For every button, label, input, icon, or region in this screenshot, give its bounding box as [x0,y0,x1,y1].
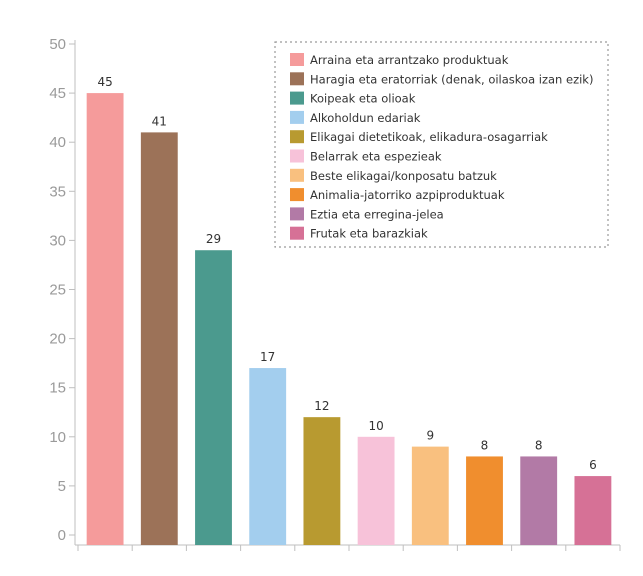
bar-value-label: 10 [368,419,383,433]
legend-swatch [290,91,304,105]
bar [574,476,612,545]
bar [520,456,558,545]
bar [411,446,449,545]
bar-value-label: 17 [260,350,275,364]
bars: 45 41 29 17 12 10 9 8 8 6 [86,75,612,545]
y-tick-label: 45 [49,85,66,102]
y-tick-label: 10 [49,429,66,446]
legend-swatch [290,168,304,182]
legend-swatch [290,149,304,163]
legend-label: Eztia eta erregina-jelea [310,207,444,221]
bar-value-label: 12 [314,399,329,413]
y-tick-label: 40 [49,134,66,151]
y-tick-label: 35 [49,183,66,200]
legend-swatch [290,226,304,240]
y-tick-label: 25 [49,282,66,299]
legend-label: Alkoholdun edariak [310,111,421,125]
legend-label: Koipeak eta olioak [310,92,416,106]
legend-swatch [290,207,304,221]
legend-label: Animalia-jatorriko azpiproduktuak [310,188,505,202]
y-tick-label: 0 [58,527,66,544]
bar [86,93,124,545]
legend: Arraina eta arrantzako produktuak Haragia… [274,41,609,248]
y-tick-label: 30 [49,232,66,249]
legend-label: Belarrak eta espezieak [310,150,442,164]
bar-value-label: 8 [535,438,543,452]
bar [249,368,287,545]
y-tick-label: 15 [49,380,66,397]
bar-value-label: 8 [481,438,489,452]
bar [140,132,178,545]
bar [357,436,395,545]
bar-value-label: 29 [206,232,221,246]
bar-value-label: 6 [589,458,597,472]
y-tick-label: 5 [58,478,66,495]
legend-swatch [290,188,304,202]
bar [466,456,503,545]
legend-swatch [290,53,304,66]
legend-swatch [290,110,304,124]
bar [195,250,232,545]
x-axis-ticks [77,545,621,551]
legend-swatch [290,130,304,144]
legend-label: Haragia eta eratorriak (denak, oilaskoa … [310,72,593,86]
bar-value-label: 41 [152,114,167,128]
legend-label: Beste elikagai/konposatu batzuk [310,169,497,183]
legend-label: Elikagai dietetikoak, elikadura-osagarri… [310,130,548,144]
y-tick-label: 20 [49,331,66,348]
legend-label: Arraina eta arrantzako produktuak [310,53,509,67]
y-axis-ticks: 0 5 10 15 20 25 30 35 40 45 50 [49,36,75,544]
bar-value-label: 45 [97,75,112,89]
bar-value-label: 9 [426,429,434,443]
legend-label: Frutak eta barazkiak [310,227,428,241]
bar [303,417,341,545]
y-tick-label: 50 [49,36,66,53]
legend-border [274,41,609,248]
legend-swatch [290,72,304,86]
